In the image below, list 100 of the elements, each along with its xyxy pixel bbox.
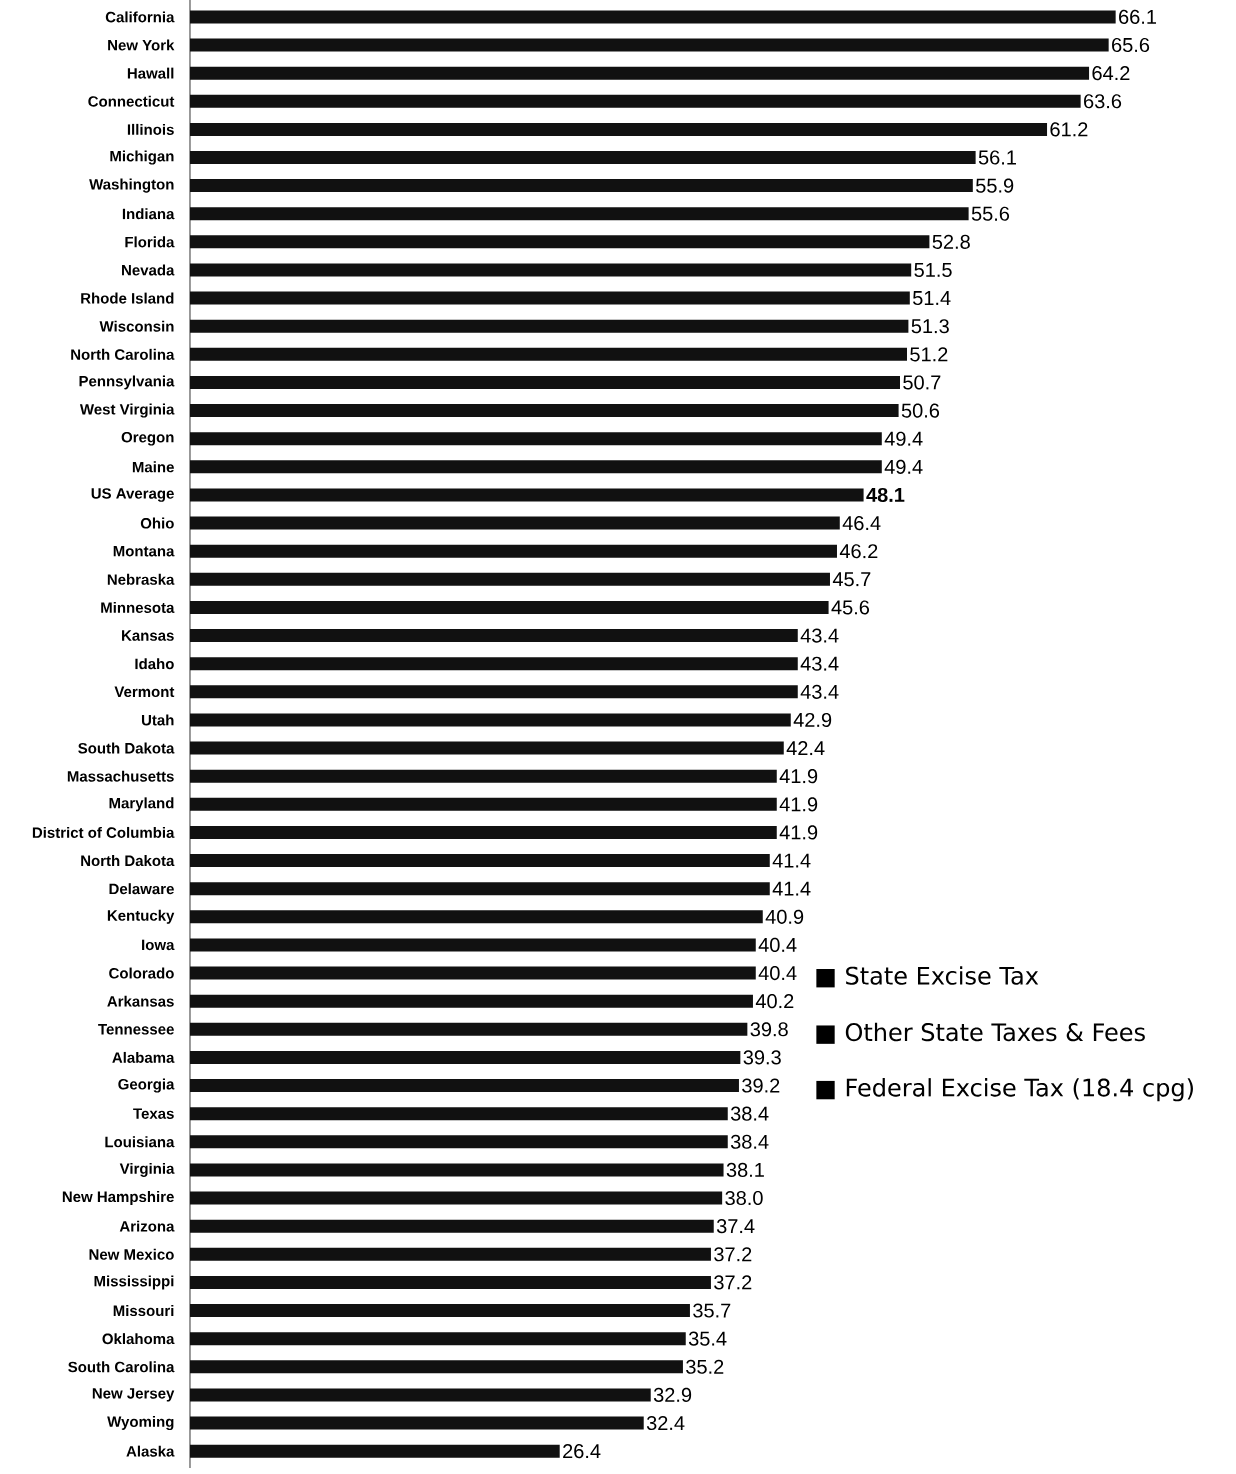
data-label: 40.2 [755, 994, 794, 1009]
data-label: 49.4 [884, 431, 923, 446]
data-label: 42.4 [786, 741, 825, 756]
bar [190, 1191, 723, 1205]
data-label: 42.9 [793, 712, 832, 728]
y-tick-label: Michigan [110, 150, 174, 165]
data-label: 38.4 [730, 1106, 769, 1121]
data-label: 51.3 [911, 319, 949, 334]
y-tick-label: Missouri [113, 1305, 174, 1317]
bar [190, 1304, 690, 1318]
y-tick-label: Utah [141, 714, 174, 726]
bar [190, 1275, 711, 1289]
bar [190, 1107, 728, 1121]
y-tick-label: New Mexico [89, 1248, 174, 1260]
data-label: 37.2 [714, 1275, 752, 1290]
bar [190, 1079, 739, 1093]
data-label: 43.4 [800, 628, 839, 643]
data-label: 66.1 [1119, 9, 1157, 24]
bar [190, 657, 798, 671]
y-tick-label: Minnesota [101, 601, 175, 613]
bar [190, 994, 753, 1008]
data-label: 26.4 [563, 1444, 601, 1459]
data-label: 51.4 [913, 291, 951, 306]
data-label: 46.2 [839, 544, 878, 559]
y-tick-label: Washington [89, 178, 174, 193]
bar [190, 38, 1109, 52]
y-tick-label: Illinois [127, 123, 174, 135]
bar [190, 1219, 714, 1233]
data-label: 43.4 [800, 656, 839, 671]
bar [190, 375, 900, 389]
data-label: 35.7 [693, 1303, 731, 1318]
bar [190, 966, 756, 980]
bar [190, 460, 882, 474]
bar [190, 235, 930, 249]
data-label: 46.4 [842, 516, 881, 531]
y-tick-label: Colorado [109, 967, 174, 979]
data-label: 41.4 [772, 853, 811, 868]
data-label: 40.4 [758, 965, 797, 981]
y-tick-label: Indiana [122, 208, 175, 220]
data-label: 65.6 [1112, 37, 1150, 53]
data-label: 41.9 [779, 769, 818, 784]
data-label: 55.9 [976, 178, 1014, 193]
data-label: 35.4 [688, 1331, 727, 1346]
bar [190, 910, 763, 924]
data-label: 43.4 [800, 684, 839, 699]
y-tick-label: Hawall [127, 67, 174, 79]
bar [190, 572, 830, 586]
y-tick-label: Nebraska [107, 573, 175, 585]
y-tick-label: Kentucky [107, 909, 175, 924]
y-tick-label: Arizona [119, 1220, 175, 1232]
y-tick-label: Delaware [109, 883, 174, 895]
y-tick-label: Ohio [140, 517, 174, 529]
data-label: 64.2 [1092, 66, 1130, 81]
y-tick-label: Oklahoma [102, 1333, 175, 1345]
bar [190, 713, 791, 727]
bar [190, 1444, 560, 1458]
bar [190, 94, 1081, 108]
y-tick-label: Tennessee [98, 1024, 174, 1035]
bar [190, 347, 907, 361]
bar [190, 291, 910, 305]
bar [190, 151, 976, 164]
data-label: 32.4 [646, 1415, 685, 1431]
y-tick-label: Mississippi [94, 1275, 174, 1290]
y-tick-label: New York [108, 39, 175, 51]
bar [190, 1247, 711, 1261]
y-tick-label: Oregon [121, 431, 174, 446]
bar [190, 1050, 741, 1064]
annotation: ■ State Excise Tax [816, 966, 1039, 988]
y-tick-label: Maine [132, 461, 174, 473]
y-tick-label: Alabama [112, 1051, 175, 1063]
data-label: 32.9 [653, 1387, 692, 1402]
bar [190, 1360, 683, 1374]
y-tick-label: Pennsylvania [79, 375, 175, 390]
y-tick-label: Montana [113, 545, 175, 557]
bar [190, 319, 909, 333]
bar [190, 1416, 644, 1430]
data-label: 41.9 [779, 825, 818, 840]
data-label: 49.4 [884, 459, 923, 474]
bar [190, 629, 798, 643]
y-tick-label: District of Columbia [32, 826, 175, 838]
data-label: 41.4 [772, 881, 811, 896]
y-tick-label: Texas [133, 1108, 174, 1119]
bar [190, 769, 777, 783]
bar [190, 938, 756, 952]
bar [190, 882, 770, 896]
y-tick-label: North Dakota [81, 855, 175, 867]
y-tick-label: Arkansas [107, 995, 174, 1007]
y-tick-label: New Hampshire [62, 1191, 174, 1206]
bar [190, 263, 912, 277]
y-tick-label: New Jersey [92, 1388, 175, 1402]
data-label: 40.9 [765, 909, 804, 924]
bar [190, 1388, 651, 1402]
bar [190, 179, 973, 193]
y-tick-label: Virginia [119, 1162, 175, 1177]
y-tick-label: Nevada [122, 264, 175, 276]
data-label: 52.8 [932, 234, 970, 249]
data-label: 38.1 [726, 1162, 764, 1177]
bar [190, 10, 1116, 24]
data-label: 37.2 [714, 1247, 752, 1262]
data-label: 48.1 [866, 487, 905, 503]
